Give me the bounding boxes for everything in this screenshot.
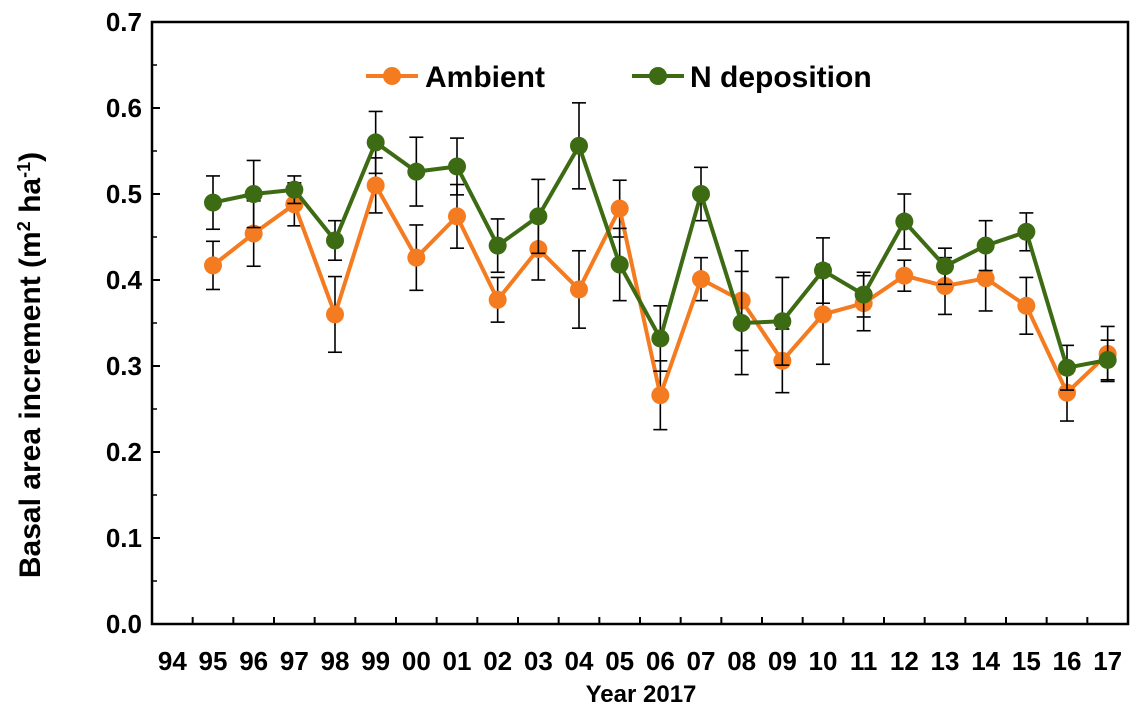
x-tick-label: 96 <box>239 646 268 676</box>
data-point <box>448 207 466 226</box>
data-point <box>285 180 304 199</box>
x-tick-label: 08 <box>727 646 756 676</box>
series-layer <box>204 102 1117 431</box>
data-point <box>651 329 670 348</box>
data-point <box>814 305 832 324</box>
y-axis: 0.0 0.1 0.2 0.3 0.4 0.5 0.6 0.7 <box>106 7 160 639</box>
x-tick-label: 14 <box>971 646 1000 676</box>
y-tick-label: 0.0 <box>106 609 142 639</box>
legend: Ambient N deposition <box>366 61 872 94</box>
data-point <box>610 199 629 218</box>
data-point <box>976 236 995 255</box>
x-tick-label: 97 <box>280 646 309 676</box>
x-tick-label: 07 <box>687 646 716 676</box>
data-point <box>448 157 466 176</box>
data-point <box>326 231 344 250</box>
y-tick-label: 0.5 <box>106 179 142 209</box>
y-tick-label: 0.6 <box>106 93 142 123</box>
data-point <box>936 257 954 276</box>
x-tick-label: 99 <box>361 646 390 676</box>
x-tick-label: 15 <box>1012 646 1041 676</box>
x-tick-label: 09 <box>768 646 797 676</box>
data-point <box>610 255 629 274</box>
x-tick-label: 95 <box>199 646 228 676</box>
x-tick-label: 01 <box>443 646 472 676</box>
data-point <box>692 270 710 289</box>
data-point <box>244 185 263 203</box>
data-point <box>814 261 832 280</box>
data-point <box>570 280 588 299</box>
x-tick-label: 06 <box>646 646 675 676</box>
x-tick-label: 16 <box>1053 646 1082 676</box>
data-point <box>366 176 385 195</box>
legend-marker <box>649 67 667 85</box>
data-point <box>895 212 914 231</box>
data-point <box>488 290 507 309</box>
data-point <box>854 285 873 304</box>
data-point <box>1017 296 1036 315</box>
data-point <box>204 193 222 212</box>
x-tick-label: 94 <box>158 646 187 676</box>
data-point <box>529 207 548 226</box>
y-tick-label: 0.2 <box>106 437 142 467</box>
x-tick-label: 00 <box>402 646 431 676</box>
data-point <box>976 269 995 288</box>
x-tick-label: 13 <box>931 646 960 676</box>
data-point <box>570 136 588 155</box>
legend-item-ambient: Ambient <box>366 61 545 94</box>
data-point <box>936 277 954 296</box>
x-tick-label: 12 <box>890 646 919 676</box>
x-axis-title: Year 2017 <box>586 681 697 708</box>
legend-label: N deposition <box>690 61 872 94</box>
x-tick-label: 03 <box>524 646 553 676</box>
legend-marker <box>383 67 401 85</box>
data-point <box>1098 350 1117 369</box>
data-point <box>732 314 751 332</box>
legend-item-n-deposition: N deposition <box>632 61 872 94</box>
legend-label: Ambient <box>425 61 545 94</box>
series-n-deposition <box>204 102 1117 391</box>
data-point <box>651 386 670 405</box>
data-point <box>244 224 263 243</box>
data-point <box>285 195 304 214</box>
x-tick-label: 02 <box>483 646 512 676</box>
data-point <box>895 266 914 285</box>
y-tick-label: 0.1 <box>106 523 142 553</box>
data-point <box>1058 383 1076 402</box>
y-tick-label: 0.7 <box>106 7 142 37</box>
x-axis: 94 95 96 97 98 99 00 01 02 03 04 05 06 07 08 09 10 11 12 13… <box>151 617 1129 676</box>
series-ambient <box>204 157 1117 431</box>
data-point <box>407 248 426 267</box>
x-tick-label: 11 <box>850 646 878 676</box>
x-tick-label: 05 <box>605 646 634 676</box>
x-tick-label: 17 <box>1093 646 1122 676</box>
data-point <box>488 236 507 255</box>
plot-frame <box>150 20 1130 626</box>
data-point <box>1017 222 1036 241</box>
data-point <box>773 312 792 331</box>
data-point <box>366 133 385 152</box>
plot-area <box>150 20 1130 626</box>
data-point <box>407 162 426 181</box>
data-point <box>692 185 710 203</box>
y-tick-label: 0.4 <box>106 265 143 295</box>
y-axis-title: Basal area increment (m2 ha-1) <box>14 152 47 578</box>
data-point <box>1058 358 1076 377</box>
x-tick-label: 04 <box>565 646 594 676</box>
data-point <box>204 256 222 275</box>
x-tick-label: 98 <box>321 646 350 676</box>
y-tick-label: 0.3 <box>106 351 142 381</box>
x-tick-label: 10 <box>809 646 838 676</box>
data-point <box>326 305 344 324</box>
